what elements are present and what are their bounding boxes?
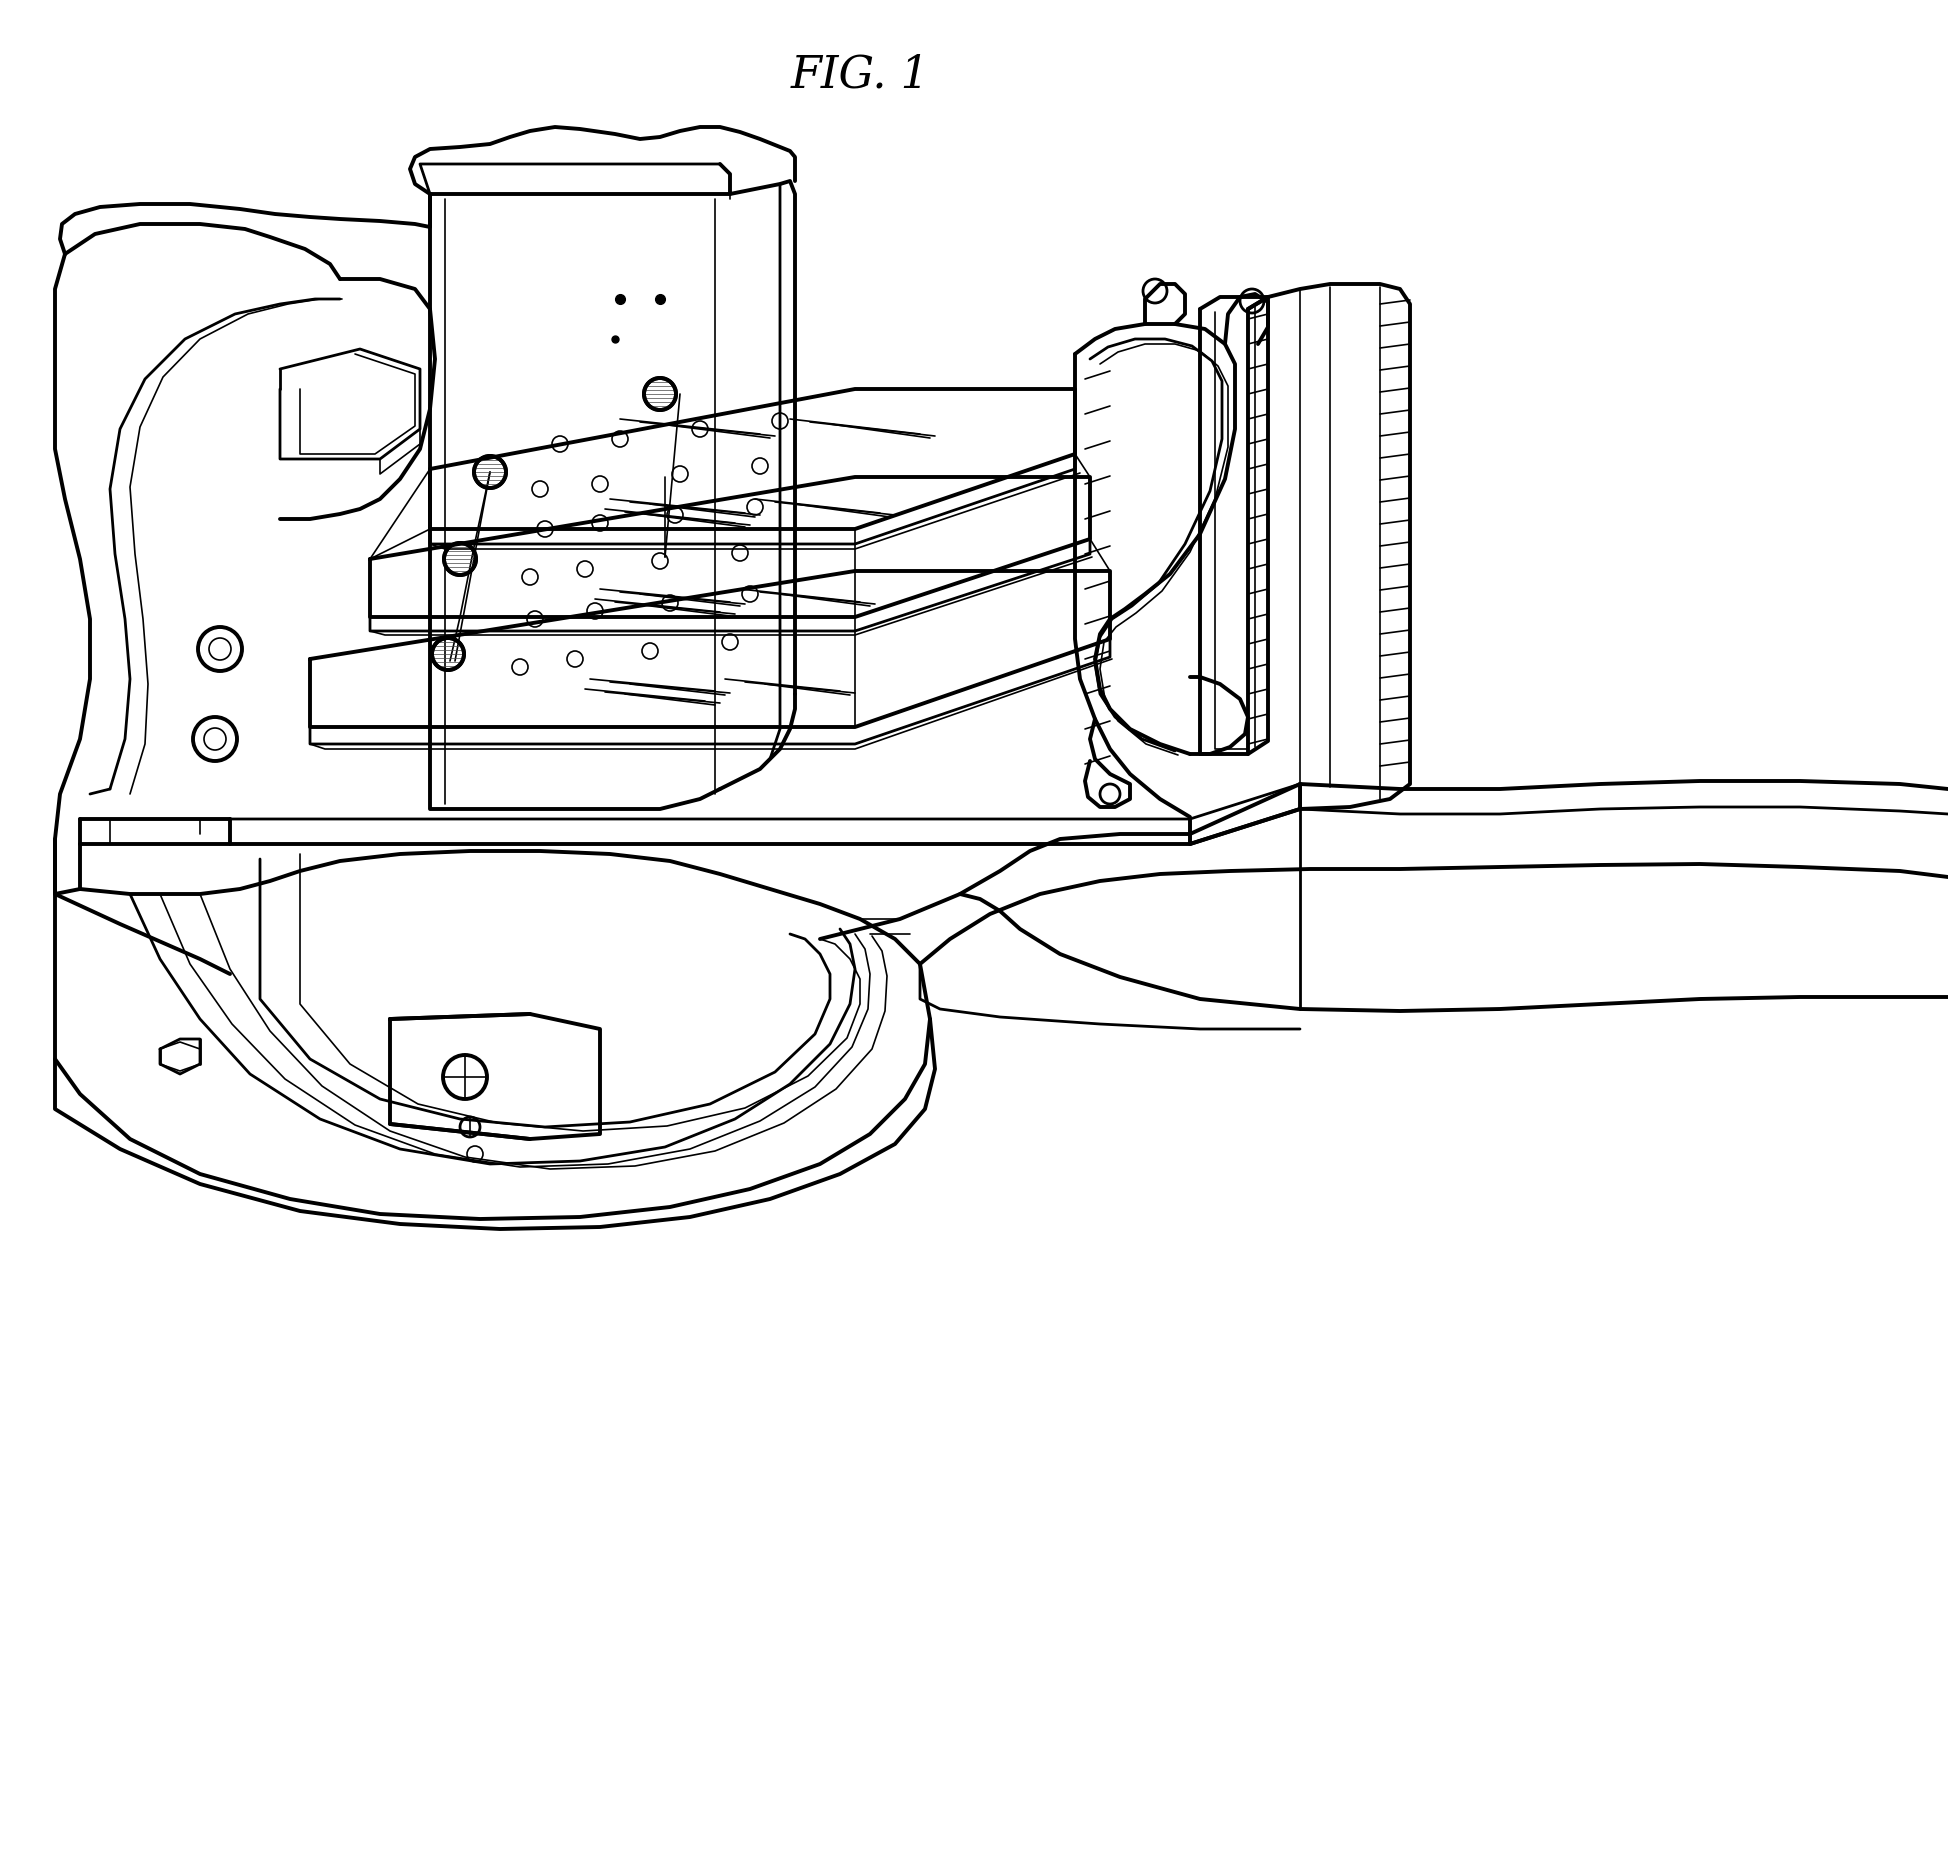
Text: FIG. 1: FIG. 1 bbox=[791, 54, 929, 96]
